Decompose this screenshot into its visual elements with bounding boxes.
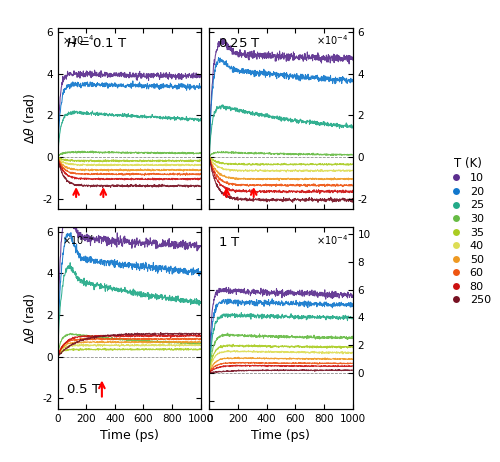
Text: $\times 10^{-4}$: $\times 10^{-4}$: [316, 33, 348, 47]
Legend: 10, 20, 25, 30, 35, 40, 50, 60, 80, 250: 10, 20, 25, 30, 35, 40, 50, 60, 80, 250: [444, 156, 492, 306]
Text: $\times 10^{-4}$: $\times 10^{-4}$: [62, 33, 94, 47]
Text: $1$ T: $1$ T: [218, 237, 240, 249]
Text: $H = 0.1$ T: $H = 0.1$ T: [66, 37, 128, 50]
Y-axis label: $\Delta\theta$ (rad): $\Delta\theta$ (rad): [22, 292, 36, 344]
Text: $0.25$ T: $0.25$ T: [218, 37, 261, 50]
Y-axis label: $\Delta\theta$ (rad): $\Delta\theta$ (rad): [22, 93, 36, 144]
X-axis label: Time (ps): Time (ps): [100, 429, 158, 442]
Text: $\times 10^{-4}$: $\times 10^{-4}$: [62, 233, 94, 247]
X-axis label: Time (ps): Time (ps): [252, 429, 310, 442]
Text: $\times 10^{-4}$: $\times 10^{-4}$: [316, 233, 348, 247]
Text: $0.5$ T: $0.5$ T: [66, 383, 102, 396]
